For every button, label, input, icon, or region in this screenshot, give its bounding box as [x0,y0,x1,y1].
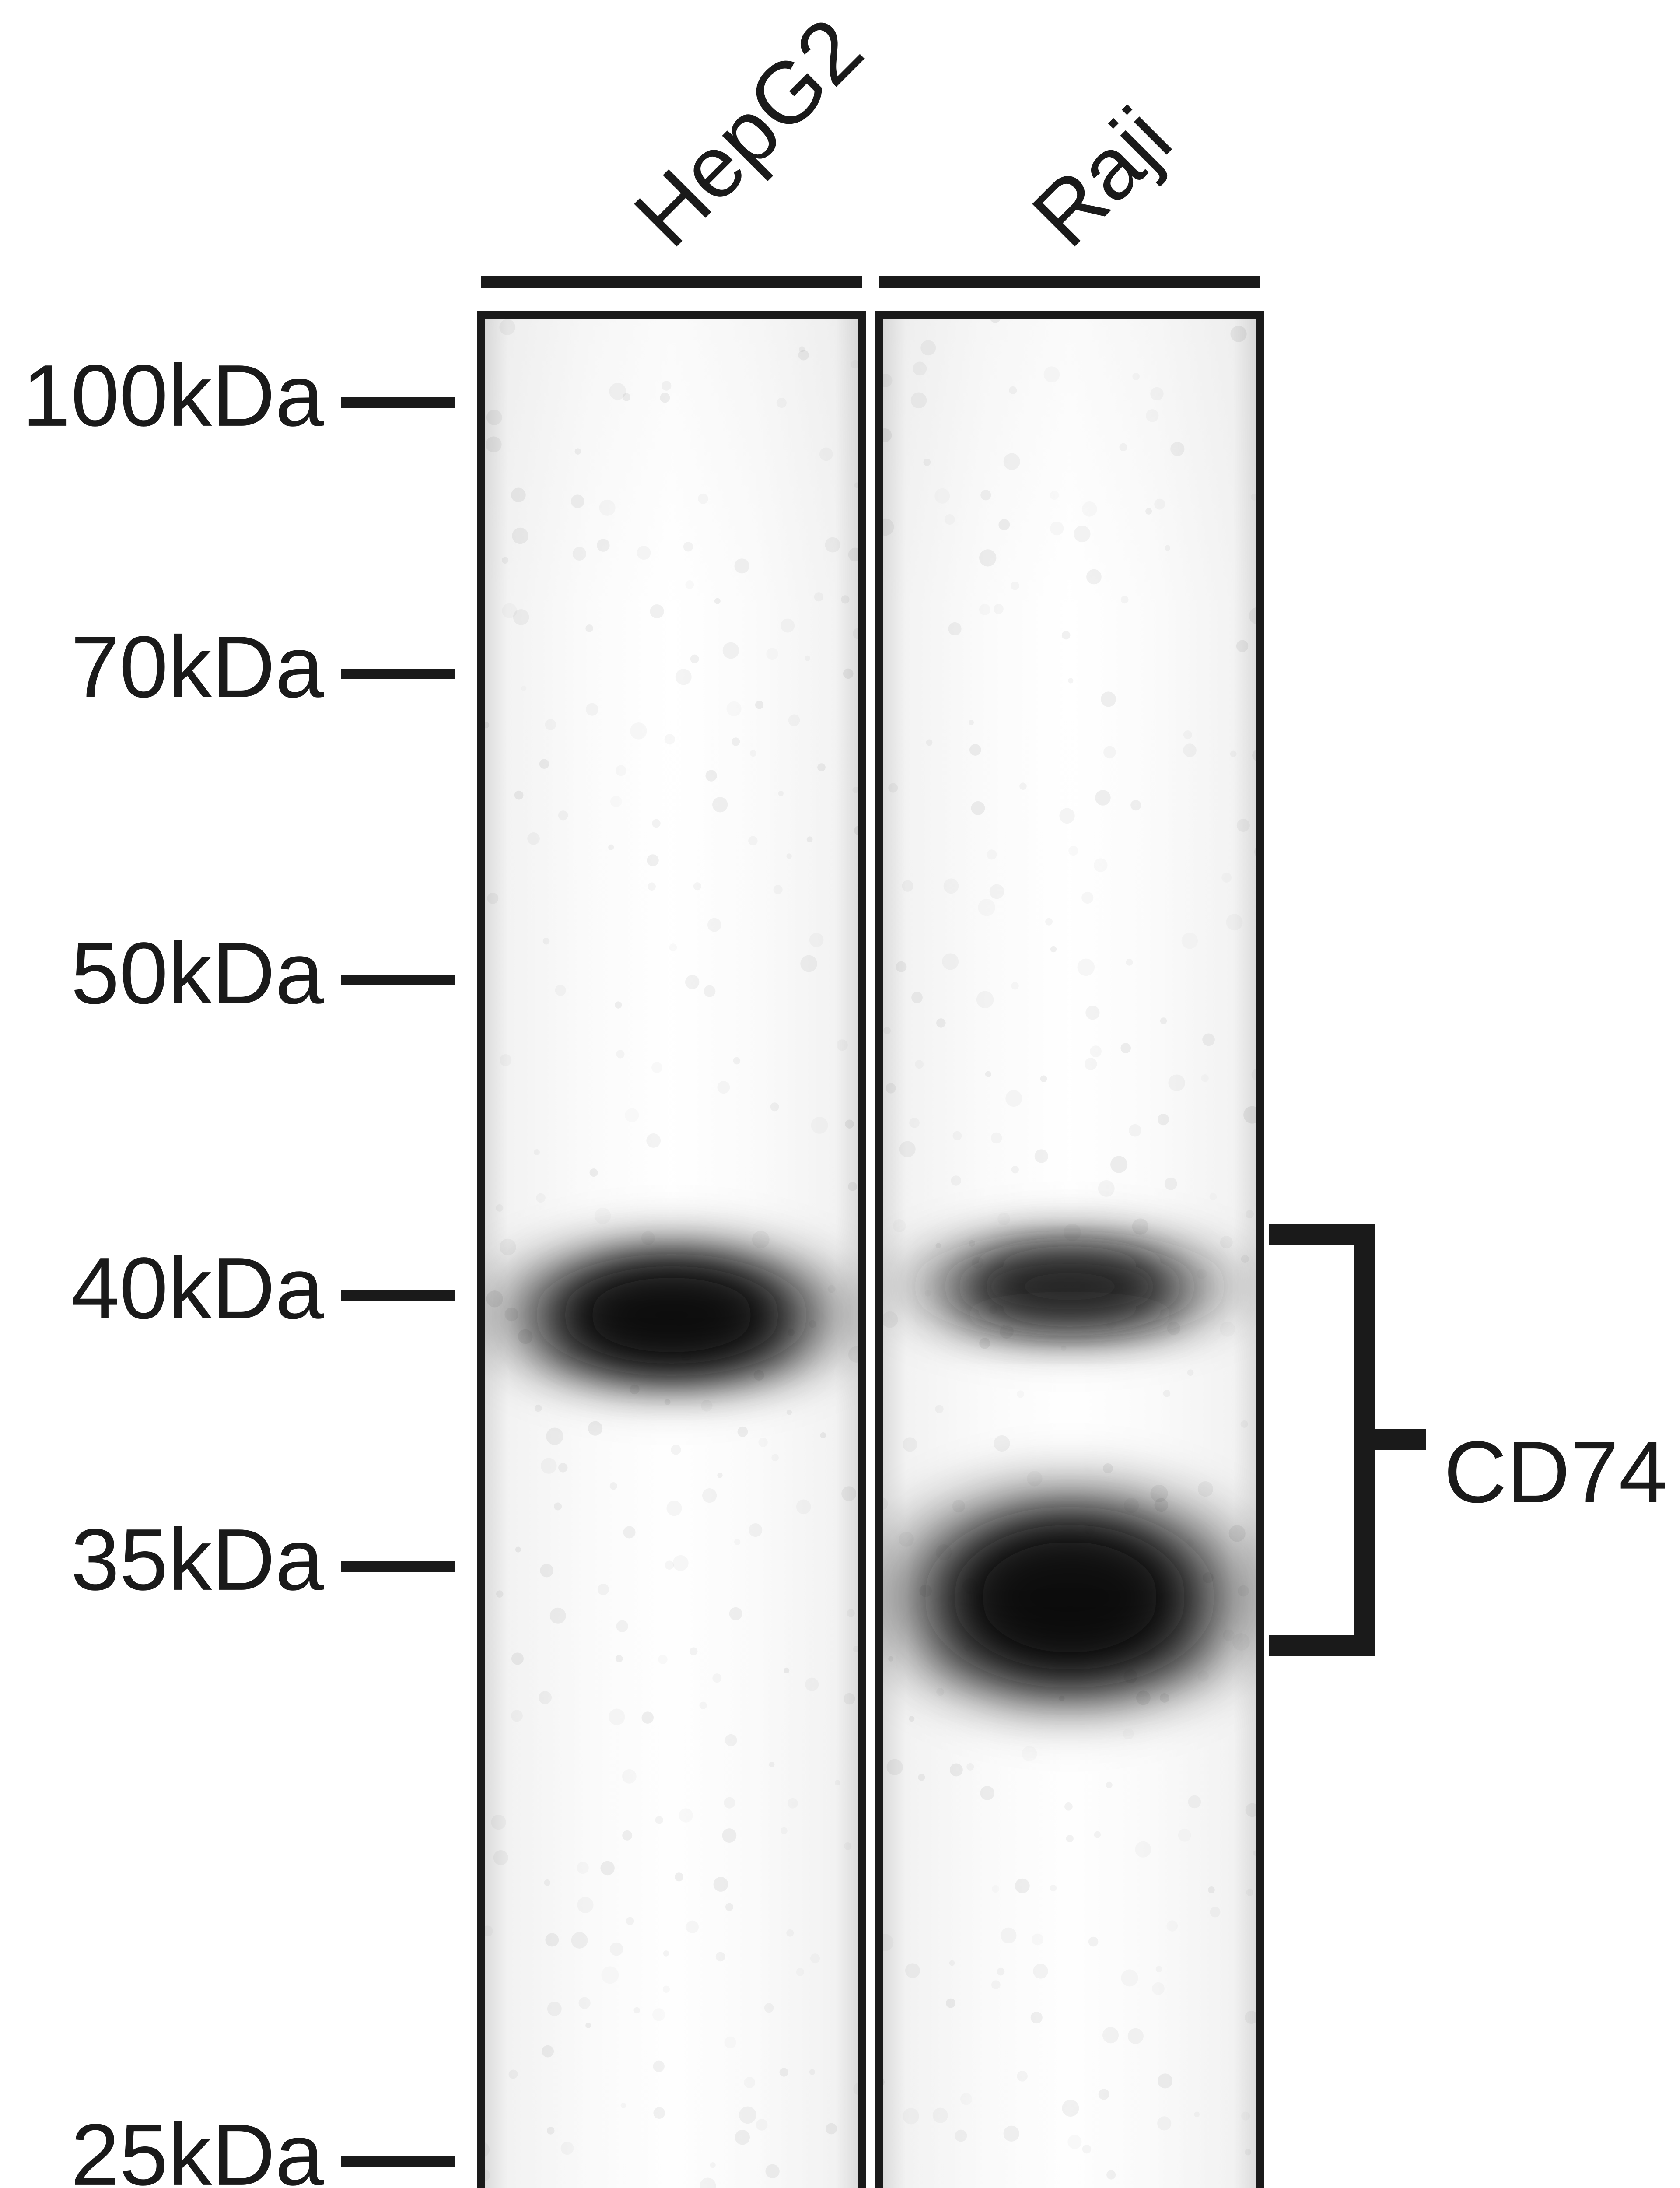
lane-hepg2 [465,315,878,2188]
lane-raji [851,312,1288,2188]
mw-label: 100kDa [22,347,324,445]
mw-label: 25kDa [71,2106,324,2188]
mw-label: 50kDa [71,925,324,1022]
mw-label: 70kDa [71,618,324,716]
mw-label: 40kDa [71,1240,324,1337]
mw-label: 35kDa [71,1511,324,1609]
target-label: CD74 [1444,1424,1667,1521]
western-blot-figure: 100kDa70kDa50kDa40kDa35kDa25kDa15kDaHepG… [0,0,1680,2188]
